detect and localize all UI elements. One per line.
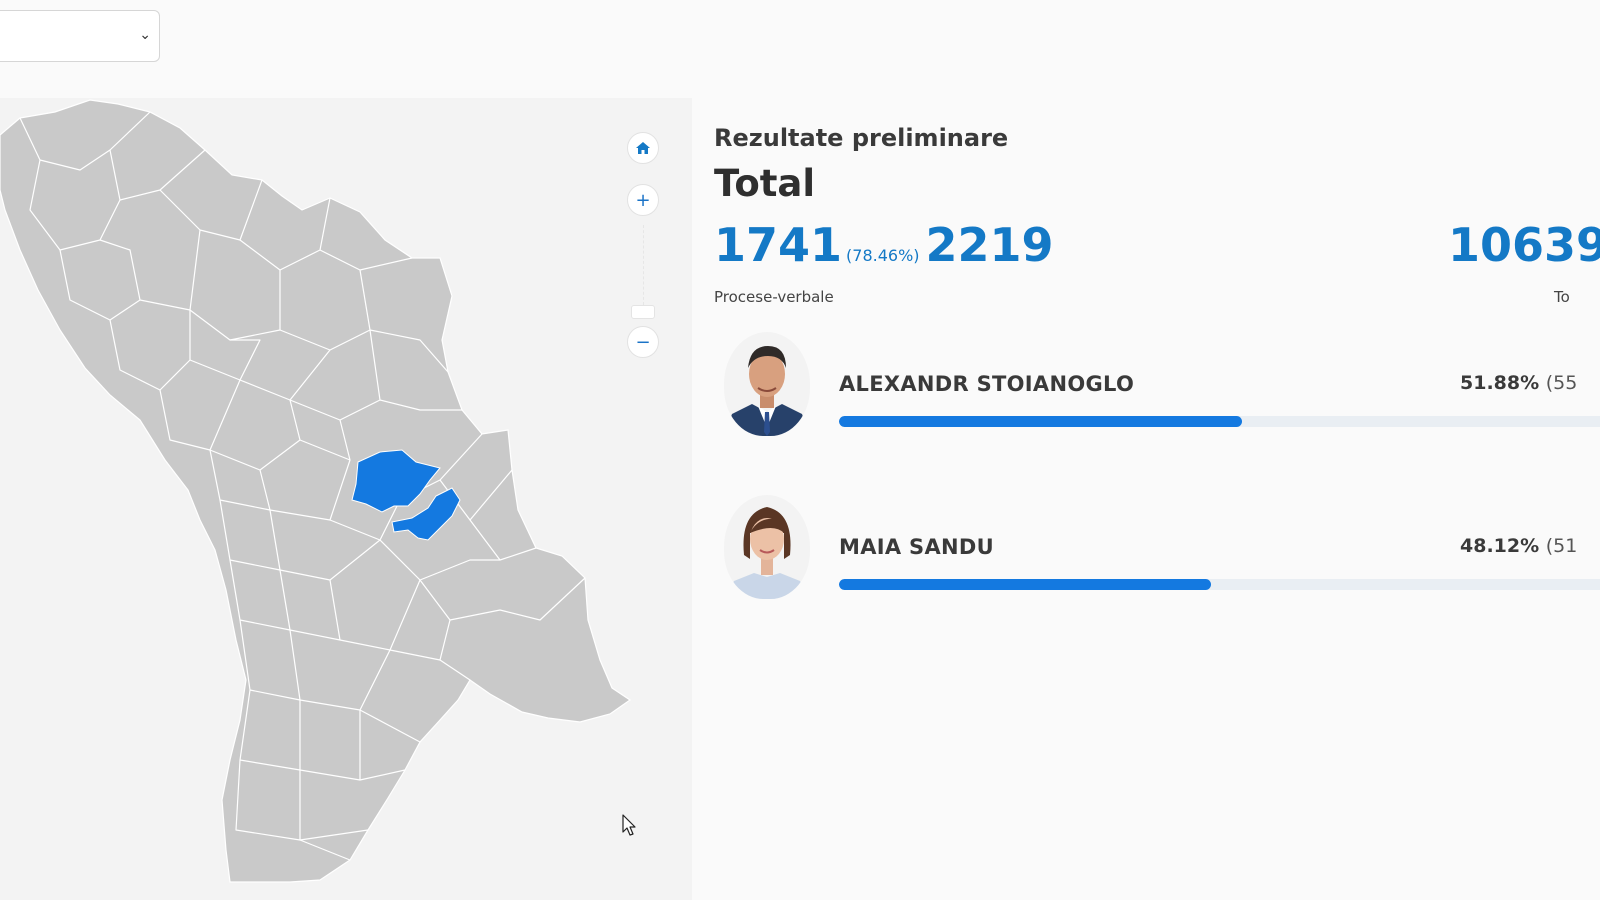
map-district-borders xyxy=(19,111,586,861)
results-scope: Total xyxy=(714,162,816,205)
map-region-highlight xyxy=(391,487,461,541)
candidate-votes-partial: (55 xyxy=(1545,372,1578,394)
zoom-out-button[interactable]: − xyxy=(627,326,659,358)
region-select[interactable]: ⌄ xyxy=(0,10,160,62)
map-region-highlight xyxy=(351,449,441,513)
candidate-percent: 51.88% (55 xyxy=(1460,372,1577,394)
zoom-slider-thumb[interactable] xyxy=(631,305,655,319)
map-panel[interactable]: + − xyxy=(0,98,692,900)
map-region-outline xyxy=(0,99,632,883)
candidate-percent-value: 48.12% xyxy=(1460,535,1540,557)
top-bar: ⌄ xyxy=(0,0,1600,80)
zoom-slider-track[interactable] xyxy=(643,225,645,305)
votes-count: 10639 xyxy=(1448,218,1600,272)
candidate-progress-bar xyxy=(839,416,1242,427)
plus-icon: + xyxy=(635,189,651,211)
candidate-progress-bar xyxy=(839,579,1211,590)
mouse-cursor-icon xyxy=(622,814,636,836)
candidate-name: MAIA SANDU xyxy=(839,535,994,559)
candidate-percent-value: 51.88% xyxy=(1460,372,1540,394)
candidate-percent: 48.12% (51 xyxy=(1460,535,1577,557)
minus-icon: − xyxy=(635,331,651,353)
map-home-button[interactable] xyxy=(627,132,659,164)
candidate-progress-track xyxy=(839,416,1600,427)
processed-percent: (78.46%) xyxy=(846,246,920,265)
home-icon xyxy=(636,142,650,154)
candidate-votes-partial: (51 xyxy=(1545,535,1578,557)
avatar xyxy=(724,332,810,436)
chevron-down-icon: ⌄ xyxy=(139,27,151,43)
candidate-row[interactable]: ALEXANDR STOIANOGLO 51.88% (55 xyxy=(714,332,1600,442)
processed-count: 1741 xyxy=(714,218,843,272)
moldova-map[interactable] xyxy=(0,98,692,900)
votes-label: To xyxy=(1554,288,1570,306)
candidate-row[interactable]: MAIA SANDU 48.12% (51 xyxy=(714,495,1600,605)
total-reports-count: 2219 xyxy=(925,218,1054,272)
candidate-progress-track xyxy=(839,579,1600,590)
reports-counter: 1741 (78.46%) 2219 xyxy=(714,218,1054,272)
reports-label: Procese-verbale xyxy=(714,288,834,306)
avatar xyxy=(724,495,810,599)
results-heading: Rezultate preliminare xyxy=(714,124,1009,152)
candidate-name: ALEXANDR STOIANOGLO xyxy=(839,372,1135,396)
zoom-in-button[interactable]: + xyxy=(627,184,659,216)
